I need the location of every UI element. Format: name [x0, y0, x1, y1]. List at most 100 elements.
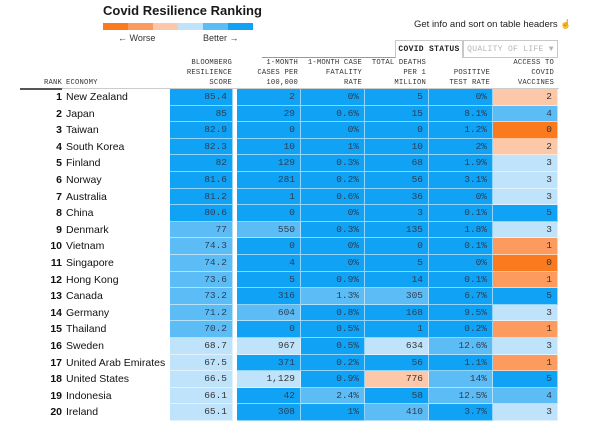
score-cell: 73.6: [170, 271, 233, 289]
positive-cell: 0%: [429, 188, 493, 206]
cases-cell: 1,129: [237, 371, 301, 388]
tab-quality-of-life[interactable]: QUALITY OF LIFE ▼: [463, 40, 558, 58]
economy-cell: Ireland: [66, 406, 99, 419]
economy-cell: Japan: [66, 107, 95, 120]
positive-cell: 1.1%: [429, 354, 493, 372]
score-cell: 73.2: [170, 288, 233, 305]
cases-cell: 5: [237, 271, 301, 289]
tab-covid-status[interactable]: COVID STATUS: [395, 40, 463, 58]
header-score-line: RESILIENCE: [186, 69, 232, 77]
fatality-cell: 0.2%: [301, 172, 365, 189]
positive-cell: 12.5%: [429, 387, 493, 405]
fatality-cell: 0.3%: [301, 221, 365, 239]
sort-indicator-line: [20, 88, 62, 90]
fatality-cell: 0.5%: [301, 321, 365, 338]
header-positive[interactable]: POSITIVE TEST RATE: [428, 68, 490, 88]
fatality-cell: 0.9%: [301, 371, 365, 388]
economy-cell: Norway: [66, 174, 102, 186]
table-row: 4 South Korea 82.3 10 1% 10 2% 2: [0, 138, 600, 156]
rank-cell: 7: [56, 190, 62, 203]
fatality-cell: 0%: [301, 205, 365, 222]
deaths-cell: 5: [365, 89, 429, 106]
deaths-cell: 15: [365, 105, 429, 123]
header-deaths[interactable]: TOTAL DEATHS PER 1 MILLION: [364, 58, 426, 88]
header-deaths-line: TOTAL DEATHS: [371, 59, 426, 67]
table-row: 1 New Zealand 85.4 2 0% 5 0% 2: [0, 89, 600, 106]
score-cell: 66.1: [170, 387, 233, 405]
rank-cell: 19: [50, 389, 62, 402]
rank-cell: 17: [50, 356, 62, 369]
rank-cell: 15: [50, 323, 62, 336]
deaths-cell: 56: [365, 354, 429, 372]
economy-cell: Denmark: [66, 223, 109, 236]
score-cell: 65.1: [170, 404, 233, 421]
economy-cell: Canada: [66, 290, 103, 303]
header-cases-line: CASES PER: [257, 69, 298, 77]
header-vaccines-line: VACCINES: [517, 79, 554, 87]
vaccines-cell: 0: [493, 122, 558, 139]
vaccines-cell: 3: [493, 188, 558, 206]
positive-cell: 1.8%: [429, 221, 493, 239]
header-fatality[interactable]: 1-MONTH CASE FATALITY RATE: [300, 58, 362, 88]
table-row: 9 Denmark 77 550 0.3% 135 1.8% 3: [0, 221, 600, 239]
rank-cell: 2: [56, 107, 62, 120]
rank-cell: 10: [50, 240, 62, 253]
table-row: 3 Taiwan 82.9 0 0% 0 1.2% 0: [0, 122, 600, 139]
legend-worse-label: ← Worse: [118, 33, 156, 43]
rank-cell: 1: [56, 91, 62, 103]
cases-cell: 2: [237, 89, 301, 106]
fatality-cell: 0%: [301, 238, 365, 255]
score-cell: 74.3: [170, 238, 233, 255]
scale-swatch: [228, 23, 253, 30]
score-cell: 68.7: [170, 338, 233, 355]
positive-cell: 0.1%: [429, 271, 493, 289]
vaccines-cell: 1: [493, 271, 558, 289]
deaths-cell: 10: [365, 138, 429, 156]
economy-cell: Australia: [66, 190, 107, 203]
economy-cell: Thailand: [66, 323, 107, 336]
cases-cell: 4: [237, 255, 301, 272]
table-row: 13 Canada 73.2 316 1.3% 305 6.7% 5: [0, 288, 600, 305]
table-row: 17 United Arab Emirates 67.5 371 0.2% 56 1.1% 1: [0, 354, 600, 372]
scale-swatch: [103, 23, 128, 30]
deaths-cell: 5: [365, 255, 429, 272]
score-cell: 81.6: [170, 172, 233, 189]
vaccines-cell: 3: [493, 221, 558, 239]
header-divider: [20, 88, 559, 89]
positive-cell: 2%: [429, 138, 493, 156]
table-row: 2 Japan 85 29 0.6% 15 8.1% 4: [0, 105, 600, 123]
header-vaccines[interactable]: ACCESS TO COVID VACCINES: [492, 58, 554, 88]
header-rank[interactable]: RANK: [43, 79, 62, 87]
pointer-hand-icon: ☝: [560, 19, 572, 29]
fatality-cell: 0.6%: [301, 188, 365, 206]
info-text: Get info and sort on table headers: [414, 19, 558, 30]
table-row: 19 Indonesia 66.1 42 2.4% 58 12.5% 4: [0, 387, 600, 405]
header-cases-line: 100,000: [266, 79, 298, 87]
cases-cell: 371: [237, 354, 301, 372]
score-cell: 82.3: [170, 138, 233, 156]
cases-cell: 0: [237, 122, 301, 139]
rank-cell: 20: [50, 406, 62, 419]
fatality-cell: 0.6%: [301, 105, 365, 123]
vaccines-cell: 5: [493, 288, 558, 305]
header-score[interactable]: BLOOMBERG RESILIENCE SCORE: [170, 58, 232, 88]
header-fatality-line: 1-MONTH CASE: [307, 59, 362, 67]
economy-cell: United States: [66, 373, 130, 386]
score-cell: 70.2: [170, 321, 233, 338]
positive-cell: 1.9%: [429, 155, 493, 172]
header-cases[interactable]: 1-MONTH CASES PER 100,000: [238, 58, 298, 88]
vaccines-cell: 4: [493, 105, 558, 123]
fatality-cell: 0.5%: [301, 338, 365, 355]
positive-cell: 12.6%: [429, 338, 493, 355]
table-row: 7 Australia 81.2 1 0.6% 36 0% 3: [0, 188, 600, 206]
positive-cell: 6.7%: [429, 288, 493, 305]
economy-cell: Sweden: [66, 340, 104, 352]
economy-cell: Germany: [66, 306, 110, 319]
vaccines-cell: 2: [493, 138, 558, 156]
header-economy[interactable]: ECONOMY: [66, 79, 98, 87]
table-row: 18 United States 66.5 1,129 0.9% 776 14% 5: [0, 371, 600, 388]
score-cell: 85.4: [170, 89, 233, 106]
positive-cell: 14%: [429, 371, 493, 388]
positive-cell: 9.5%: [429, 304, 493, 322]
fatality-cell: 0.2%: [301, 354, 365, 372]
